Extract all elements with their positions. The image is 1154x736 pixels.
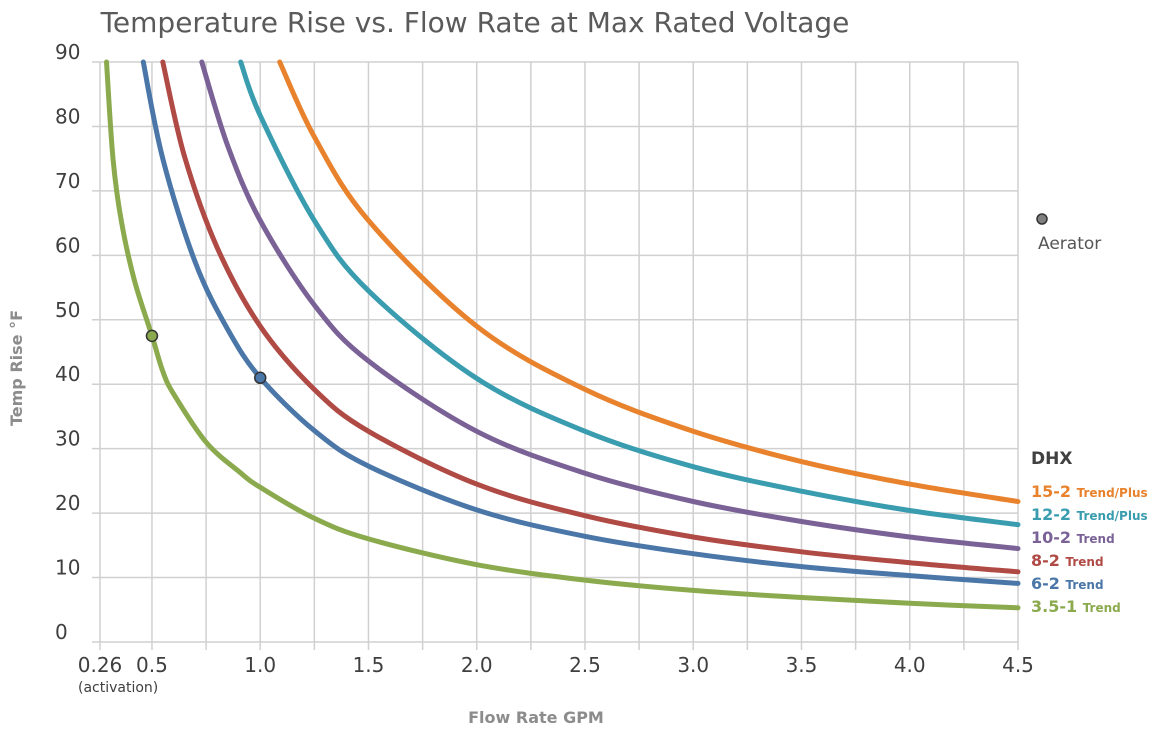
x-tick-label: 0.26 (78, 653, 123, 677)
legend-series-suffix: Trend/Plus (1077, 509, 1148, 523)
legend-series-name: 3.5-1 (1031, 597, 1083, 616)
legend-series-name: 6-2 (1031, 574, 1065, 593)
series-line-15-2 (277, 59, 1021, 504)
legend-title: DHX (1031, 449, 1072, 469)
x-axis-title: Flow Rate GPM (468, 708, 604, 727)
x-tick-label: 1.0 (244, 653, 276, 677)
aerator-label: Aerator (1038, 234, 1101, 254)
legend-series-suffix: Trend (1065, 555, 1103, 569)
legend-entry: 8-2 Trend (1031, 551, 1104, 570)
y-tick-label: 50 (55, 298, 80, 322)
x-tick-note: (activation) (78, 680, 158, 696)
x-tick-label: 0.5 (136, 653, 168, 677)
point-marker (145, 329, 159, 343)
x-tick-labels: 0.26 0.5 1.0 1.5 2.0 2.5 3.0 3.5 4.0 4.5 (78, 653, 1034, 677)
point-marker (253, 371, 267, 385)
aerator-marker (1036, 213, 1048, 225)
series-line-12-2 (238, 59, 1021, 528)
legend-entry: 10-2 Trend (1031, 528, 1115, 547)
y-tick-labels: 0 10 20 30 40 50 60 70 80 90 (55, 40, 80, 644)
legend-entry: 12-2 Trend/Plus (1031, 505, 1148, 524)
series-line-10-2 (199, 59, 1021, 552)
x-tick-label: 3.5 (786, 653, 818, 677)
series-lines (104, 59, 1021, 611)
legend-entry: 15-2 Trend/Plus (1031, 482, 1148, 501)
y-tick-label: 70 (55, 169, 80, 193)
legend-entry: 3.5-1 Trend (1031, 597, 1121, 616)
legend-series-name: 12-2 (1031, 505, 1077, 524)
legend-series-name: 15-2 (1031, 482, 1077, 501)
y-axis-title: Temp Rise °F (7, 310, 26, 426)
series-line-3.5-1 (104, 59, 1021, 611)
point-markers (145, 329, 267, 385)
legend-series-suffix: Trend (1083, 601, 1121, 615)
y-tick-label: 80 (55, 104, 80, 128)
series-line-6-2 (140, 59, 1021, 586)
y-tick-label: 10 (55, 556, 80, 580)
legend-series-suffix: Trend/Plus (1077, 486, 1148, 500)
x-tick-label: 2.5 (569, 653, 601, 677)
x-tick-label: 4.5 (1002, 653, 1034, 677)
legend-series-name: 8-2 (1031, 551, 1065, 570)
legend-series-suffix: Trend (1077, 532, 1115, 546)
y-tick-label: 20 (55, 491, 80, 515)
y-tick-label: 0 (55, 620, 68, 644)
legend-series-name: 10-2 (1031, 528, 1077, 547)
y-tick-label: 60 (55, 233, 80, 257)
legend-series-suffix: Trend (1065, 578, 1103, 592)
y-tick-label: 90 (55, 40, 80, 64)
series-line-8-2 (160, 59, 1021, 575)
x-tick-label: 3.0 (677, 653, 709, 677)
x-tick-label: 2.0 (461, 653, 493, 677)
x-tick-label: 1.5 (353, 653, 385, 677)
y-tick-label: 30 (55, 427, 80, 451)
legend-entry: 6-2 Trend (1031, 574, 1104, 593)
chart-title: Temperature Rise vs. Flow Rate at Max Ra… (100, 6, 850, 39)
y-tick-label: 40 (55, 362, 80, 386)
x-tick-label: 4.0 (894, 653, 926, 677)
